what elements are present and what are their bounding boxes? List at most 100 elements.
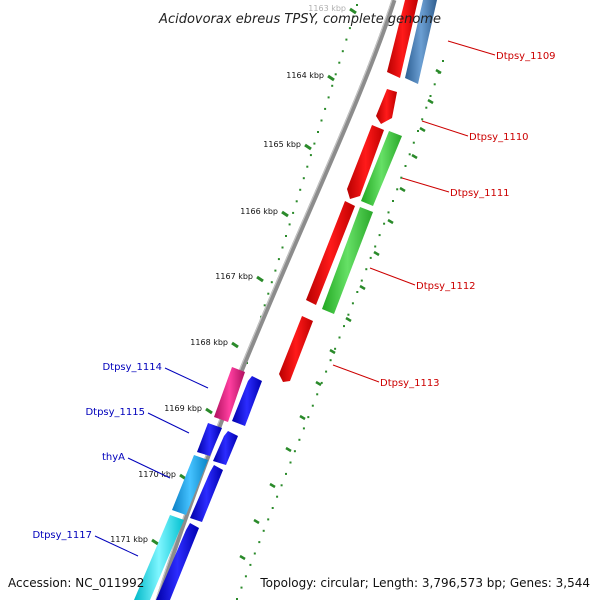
tick-dot: [244, 575, 247, 578]
tick-dot: [338, 336, 341, 339]
outer-tick-mark: [299, 414, 306, 421]
kbp-label: 1170 kbp: [138, 470, 176, 479]
tick-dot: [325, 370, 328, 373]
tick-dot: [274, 269, 277, 272]
kbp-tick-mark: [205, 407, 213, 415]
tick-dot: [299, 188, 302, 191]
tick-dot: [343, 325, 345, 328]
gene-dtpsy-1115-left: [197, 423, 222, 456]
tick-dot: [356, 4, 358, 6]
gene-dtpsy-1115-right: [213, 431, 238, 465]
tick-dot: [298, 438, 301, 441]
kbp-tick-mark: [151, 538, 159, 546]
tick-dot: [334, 73, 337, 76]
tick-dot: [316, 393, 319, 396]
tick-dot: [320, 381, 323, 384]
outer-tick-mark: [315, 380, 322, 387]
gene-dtpsy-1117: [134, 515, 184, 600]
tick-dot: [306, 165, 309, 168]
tick-dot: [442, 60, 444, 62]
kbp-label: 1166 kbp: [240, 207, 278, 216]
gene-label-dtpsy-1113: Dtpsy_1113: [380, 378, 440, 389]
kbp-label: 1165 kbp: [263, 140, 301, 149]
tick-dot: [309, 154, 312, 157]
tick-dot: [369, 256, 372, 259]
gene-label-leaders: [94, 40, 496, 557]
tick-dot: [352, 15, 355, 18]
gene-thya: [172, 455, 208, 515]
tick-dot: [281, 246, 284, 249]
gene-label-dtpsy-1115: Dtpsy_1115: [85, 407, 145, 418]
accession-text: Accession: NC_011992: [8, 576, 144, 590]
tick-dot: [348, 27, 351, 30]
tick-dot: [240, 586, 243, 589]
tick-dot: [400, 176, 403, 179]
genome-backbone-highlight: [155, 0, 393, 600]
tick-dot: [345, 38, 348, 41]
gene-label-dtpsy-1111: Dtpsy_1111: [450, 188, 510, 199]
tick-dot: [417, 130, 419, 132]
tick-dot: [258, 541, 261, 544]
tick-dot: [307, 416, 310, 419]
gene-label-dtpsy-1114: Dtpsy_1114: [102, 362, 162, 373]
tick-dot: [295, 200, 298, 203]
tick-dot: [327, 96, 330, 99]
tick-dot: [313, 142, 316, 145]
tick-dot: [378, 234, 381, 237]
tick-dot: [338, 61, 341, 64]
tick-dot: [263, 304, 266, 307]
tick-dot: [374, 245, 377, 248]
tick-dot: [253, 552, 256, 555]
tick-dot: [271, 507, 274, 509]
gene-dtpsy-1111-red: [347, 125, 384, 199]
tick-dot: [404, 165, 407, 167]
tick-dot: [429, 95, 432, 97]
tick-dot: [302, 177, 305, 180]
tick-dot: [317, 131, 319, 133]
outer-tick-mark: [269, 482, 276, 489]
tick-dot: [267, 292, 270, 295]
tick-dot: [270, 281, 273, 284]
tick-dot: [311, 404, 314, 407]
tick-dot: [329, 359, 332, 362]
kbp-tick-mark: [231, 341, 239, 349]
tick-dot: [408, 153, 411, 156]
tick-dot: [433, 83, 436, 86]
kbp-tick-mark: [349, 7, 357, 15]
outer-tick-mark: [419, 126, 426, 133]
tick-dot: [267, 518, 270, 521]
gene-dtpsy-1109-blue: [405, 0, 437, 84]
gene-dtpsy-1111-green: [361, 131, 402, 206]
kbp-tick-mark: [327, 74, 335, 82]
forward-strand-genes: [279, 0, 437, 382]
kbp-tick-mark: [256, 275, 264, 283]
reverse-strand-genes: [134, 367, 262, 600]
outer-tick-mark: [387, 218, 394, 225]
outer-tick-mark: [373, 250, 380, 257]
genome-summary-text: Topology: circular; Length: 3,796,573 bp…: [259, 576, 590, 590]
gene-dtpsy-1114-blue: [232, 376, 262, 426]
gene-dtpsy-1114: [214, 367, 245, 422]
tick-dot: [334, 347, 337, 350]
outer-tick-mark: [359, 284, 366, 291]
tick-dot: [356, 291, 359, 293]
tick-dot: [421, 118, 424, 121]
kbp-ticks: 1163 kbp 1164 kbp 1165 kbp 1166 kbp 1167 kbp…: [110, 4, 442, 561]
outer-tick-mark: [435, 68, 442, 75]
outer-tick-mark: [345, 316, 352, 323]
kbp-label: 1169 kbp: [164, 404, 202, 413]
gene-label-dtpsy-1109: Dtpsy_1109: [496, 51, 556, 62]
outer-tick-mark: [239, 554, 246, 561]
gene-dtpsy-1112-green: [322, 207, 373, 314]
gene-label-dtpsy-1112: Dtpsy_1112: [416, 281, 476, 292]
gene-dtpsy-1110: [376, 89, 397, 124]
tick-dot: [324, 107, 327, 110]
tick-dot: [383, 222, 386, 225]
tick-dot: [292, 211, 295, 214]
outer-tick-mark: [399, 186, 406, 193]
tick-dot: [331, 84, 334, 87]
outer-tick-mark: [285, 446, 292, 453]
tick-dot: [302, 427, 305, 430]
kbp-tick-mark: [304, 143, 312, 151]
